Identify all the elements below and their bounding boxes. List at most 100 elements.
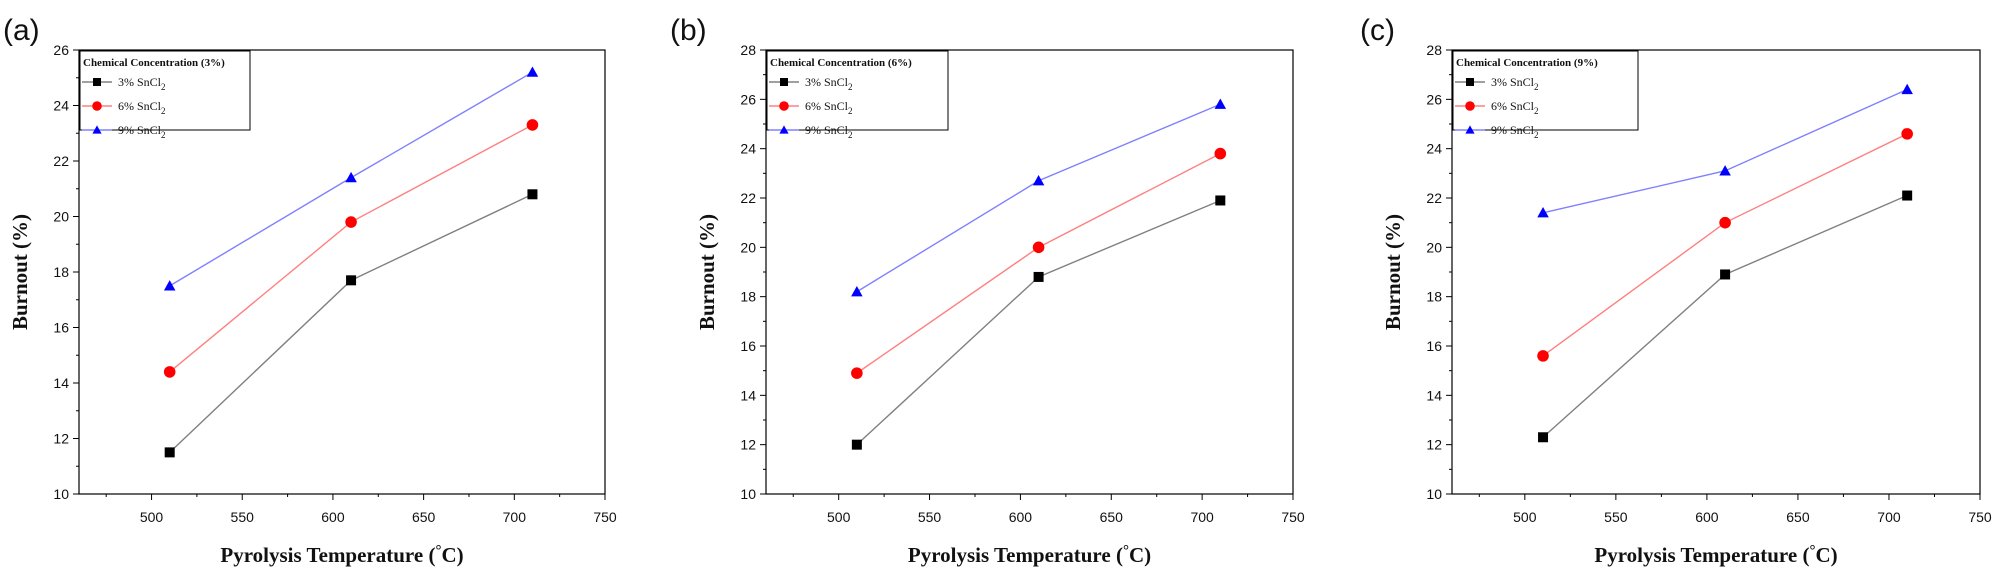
series-line-1 [169,193,533,453]
data-point-s3-3 [1901,83,1913,95]
data-point-s2-3 [526,119,539,131]
x-tick-label: 750 [1968,509,1992,525]
y-tick-label: 24 [53,98,69,114]
y-tick-label: 26 [1426,91,1442,107]
legend-title: Chemical Concentration (9%) [1456,57,1598,69]
y-tick-label: 12 [1426,437,1442,453]
chart-panel-1: (a) 500 550 600 650 700 750 10 12 14 16 18 20 22 24 26 P… [3,14,617,567]
data-point-s1-3 [1215,195,1226,206]
y-tick-label: 22 [740,190,756,206]
data-point-s2-2 [1719,216,1731,229]
data-point-s1-1 [851,439,862,450]
y-tick-label: 28 [740,42,756,58]
panel-label: (a) [3,14,40,47]
x-tick-label: 650 [412,509,436,525]
y-axis-title: Burnout (%) [8,214,32,330]
x-tick-label: 550 [231,509,255,525]
y-tick-label: 24 [740,141,756,157]
legend-label-1: 3% SnCl2 [118,75,166,92]
data-point-s2-1 [851,367,863,379]
data-point-s1-2 [346,275,357,286]
legend-box [1452,50,1639,131]
x-tick-label: 500 [140,509,164,525]
y-tick-label: 10 [740,486,756,502]
legend-label-3: 9% SnCl2 [118,123,166,140]
legend-marker-3 [92,125,102,134]
legend-label-2: 6% SnCl2 [118,99,166,116]
y-tick-label: 12 [53,431,69,447]
x-tick-label: 550 [918,509,942,525]
y-tick-label: 26 [53,42,69,58]
legend-box [79,50,251,131]
data-point-s1-2 [1720,269,1731,280]
y-tick-label: 18 [1426,289,1442,305]
x-tick-label: 600 [1009,509,1033,525]
x-tick-label: 700 [1190,509,1214,525]
y-tick-label: 20 [740,239,756,255]
data-point-s3-3 [1214,98,1227,109]
data-point-s3-2 [1719,165,1731,176]
legend-label-2: 6% SnCl2 [805,99,853,116]
legend-label-3: 9% SnCl2 [1491,123,1539,140]
y-tick-label: 14 [1426,387,1442,403]
data-point-s1-3 [1902,190,1913,201]
data-point-s3-1 [851,285,863,297]
y-tick-label: 18 [53,264,69,280]
legend-title: Chemical Concentration (6%) [770,57,912,69]
data-point-s3-1 [1537,207,1549,218]
y-tick-label: 16 [53,320,69,336]
y-tick-label: 24 [1426,141,1442,157]
y-tick-label: 28 [1426,42,1442,58]
data-point-s2-1 [163,366,176,378]
x-axis-title: Pyrolysis Temperature (°C) [220,543,463,567]
data-point-s2-3 [1901,128,1913,140]
data-point-s2-3 [1214,147,1227,160]
x-tick-label: 550 [1604,509,1628,525]
y-tick-label: 10 [53,486,69,502]
data-point-s2-2 [345,216,357,228]
x-tick-label: 500 [827,509,851,525]
y-axis-title: Burnout (%) [695,214,719,330]
x-tick-label: 600 [1695,509,1719,525]
panel-label: (c) [1360,14,1395,47]
data-point-s3-2 [1032,174,1045,186]
y-tick-label: 26 [740,91,756,107]
y-tick-label: 20 [53,209,69,225]
data-point-s3-2 [345,171,357,183]
panel-label: (b) [670,14,707,47]
data-point-s1-1 [1538,432,1549,443]
x-tick-label: 500 [1513,509,1537,525]
chart-panel-2: (b) 500 550 600 650 700 750 10 12 14 16 18 20 22 24 26 2… [670,14,1305,567]
series-line-2 [169,124,533,373]
x-tick-label: 650 [1100,509,1124,525]
y-tick-label: 22 [53,153,69,169]
data-point-s3-3 [526,66,539,77]
x-axis-title: Pyrolysis Temperature (°C) [908,543,1151,567]
y-axis-title: Burnout (%) [1381,214,1405,330]
y-tick-label: 20 [1426,239,1442,255]
data-point-s1-2 [1033,271,1044,282]
y-tick-label: 16 [1426,338,1442,354]
series-line-3 [856,103,1221,293]
legend-label-1: 3% SnCl2 [805,75,853,92]
legend-marker-1 [780,78,788,86]
data-point-s1-1 [164,447,175,458]
y-tick-label: 14 [740,387,756,403]
series-line-1 [856,199,1221,446]
legend-marker-2 [92,101,102,111]
legend-title: Chemical Concentration (3%) [83,57,225,69]
x-tick-label: 700 [503,509,527,525]
legend-marker-3 [1465,125,1475,134]
legend-marker-3 [779,125,789,134]
y-tick-label: 10 [1426,486,1442,502]
series-line-2 [856,152,1221,374]
x-tick-label: 750 [1281,509,1305,525]
legend-label-3: 9% SnCl2 [805,123,853,140]
legend-label-1: 3% SnCl2 [1491,75,1539,92]
x-axis-title: Pyrolysis Temperature (°C) [1594,543,1837,567]
data-point-s1-3 [527,189,538,200]
data-point-s3-1 [163,280,176,291]
data-point-s2-2 [1032,241,1045,254]
legend-label-2: 6% SnCl2 [1491,99,1539,116]
